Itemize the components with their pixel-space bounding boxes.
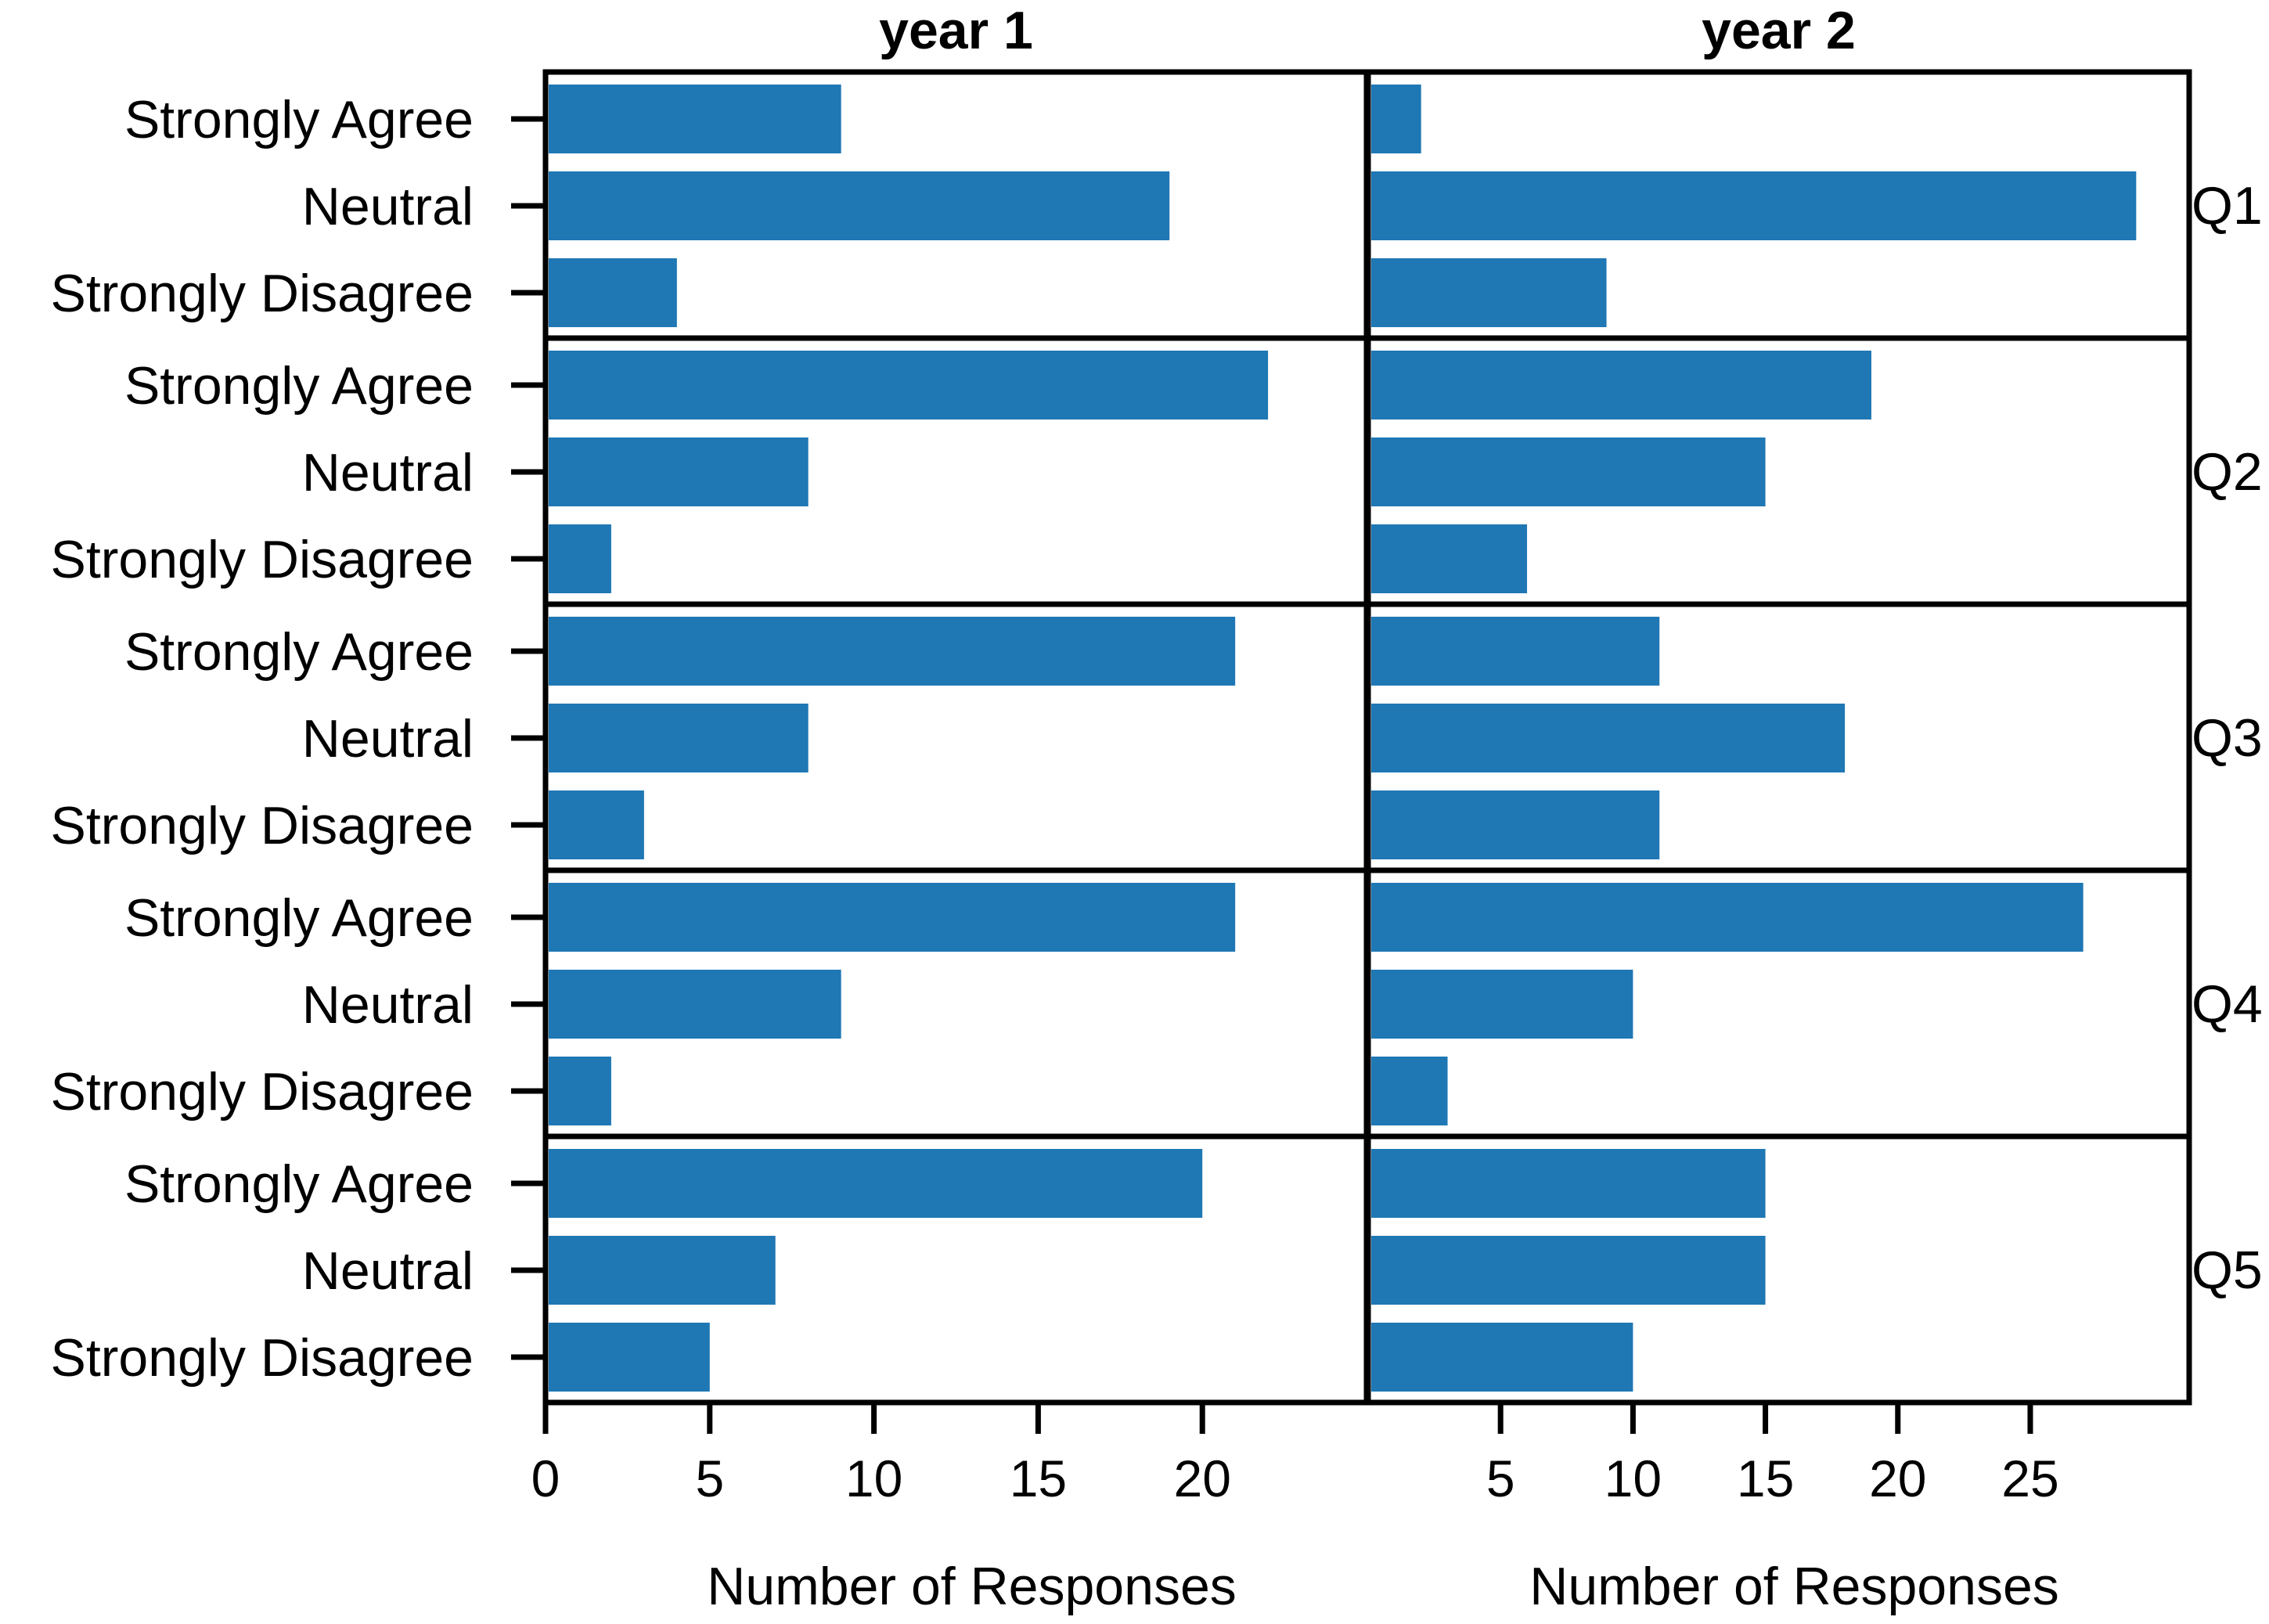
bar-q4-2-0 — [1371, 883, 2084, 952]
xtick-label-1-3: 15 — [1010, 1449, 1067, 1507]
bar-q1-2-1 — [1371, 171, 2137, 240]
ytick-label-q1-2: Strongly Disagree — [51, 264, 474, 323]
bar-q4-1-0 — [549, 883, 1236, 952]
bar-q4-2-2 — [1371, 1057, 1448, 1125]
xtick-label-1-4: 20 — [1173, 1449, 1230, 1507]
bar-q1-1-2 — [549, 258, 677, 327]
ytick-label-q4-1: Neutral — [302, 975, 474, 1035]
bar-q3-2-2 — [1371, 790, 1660, 859]
bar-q3-1-1 — [549, 704, 809, 772]
bar-q1-2-2 — [1371, 258, 1607, 327]
ytick-label-q2-1: Neutral — [302, 443, 474, 502]
bar-q1-1-0 — [549, 85, 841, 153]
x-axis-label-2: Number of Responses — [1529, 1557, 2059, 1616]
xtick-label-2-3: 20 — [1869, 1449, 1926, 1507]
bar-q3-2-0 — [1371, 617, 1660, 686]
bar-q4-2-1 — [1371, 970, 1633, 1039]
ytick-label-q5-1: Neutral — [302, 1241, 474, 1301]
bar-q1-1-1 — [549, 171, 1170, 240]
ytick-label-q1-1: Neutral — [302, 177, 474, 236]
xtick-label-1-0: 0 — [531, 1449, 560, 1507]
bar-q5-2-1 — [1371, 1236, 1766, 1305]
bar-q5-2-0 — [1371, 1149, 1766, 1218]
ytick-label-q3-2: Strongly Disagree — [51, 796, 474, 855]
ytick-label-q2-0: Strongly Agree — [124, 356, 474, 416]
xtick-label-2-0: 5 — [1486, 1449, 1515, 1507]
bar-q4-1-2 — [549, 1057, 611, 1125]
bar-q4-1-1 — [549, 970, 841, 1039]
bar-q2-1-1 — [549, 438, 809, 506]
ytick-label-q4-2: Strongly Disagree — [51, 1062, 474, 1122]
bar-q5-1-1 — [549, 1236, 776, 1305]
ytick-label-q5-2: Strongly Disagree — [51, 1328, 474, 1388]
bar-q3-1-0 — [549, 617, 1236, 686]
ytick-label-q5-0: Strongly Agree — [124, 1154, 474, 1214]
row-label-q2: Q2 — [2192, 442, 2263, 502]
row-label-q4: Q4 — [2192, 974, 2263, 1034]
ytick-label-q4-0: Strongly Agree — [124, 888, 474, 948]
bar-q5-1-0 — [549, 1149, 1203, 1218]
row-label-q3: Q3 — [2192, 708, 2263, 768]
ytick-label-q2-2: Strongly Disagree — [51, 530, 474, 589]
xtick-label-2-4: 25 — [2001, 1449, 2058, 1507]
bar-q2-2-2 — [1371, 524, 1528, 593]
column-title-1: year 1 — [879, 1, 1033, 60]
ytick-label-q3-1: Neutral — [302, 709, 474, 769]
panel-frame-col-2 — [1365, 69, 2192, 1406]
row-label-q1: Q1 — [2192, 176, 2263, 236]
ytick-label-q3-0: Strongly Agree — [124, 622, 474, 682]
ytick-label-q1-0: Strongly Agree — [124, 90, 474, 149]
row-label-q5: Q5 — [2192, 1241, 2263, 1300]
x-axis-label-1: Number of Responses — [707, 1557, 1237, 1616]
bar-q5-2-2 — [1371, 1323, 1633, 1392]
column-title-2: year 2 — [1702, 1, 1856, 60]
xtick-label-2-1: 10 — [1605, 1449, 1662, 1507]
bar-q2-2-1 — [1371, 438, 1766, 506]
bar-q2-1-0 — [549, 351, 1269, 420]
bar-q2-2-0 — [1371, 351, 1871, 420]
xtick-label-1-1: 5 — [695, 1449, 724, 1507]
bar-q1-2-0 — [1371, 85, 1421, 153]
xtick-label-1-2: 10 — [845, 1449, 902, 1507]
bar-q3-2-1 — [1371, 704, 1846, 772]
xtick-label-2-2: 15 — [1737, 1449, 1794, 1507]
bar-q5-1-2 — [549, 1323, 710, 1392]
bar-q3-1-2 — [549, 790, 644, 859]
bar-q2-1-2 — [549, 524, 611, 593]
